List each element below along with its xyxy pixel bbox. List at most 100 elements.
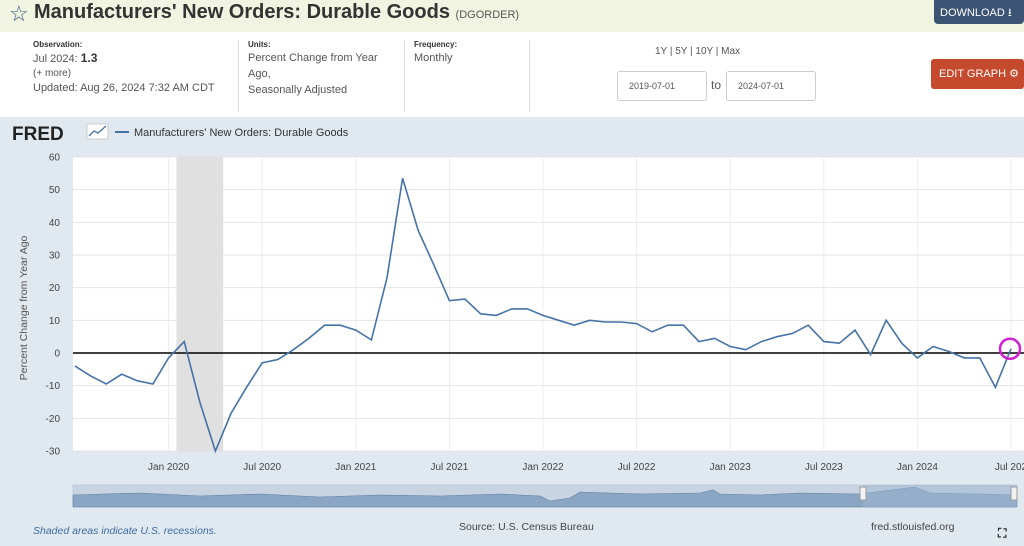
- highlight-circle: [998, 337, 1022, 361]
- data-point: [760, 340, 762, 342]
- frequency-label: Frequency:: [414, 40, 458, 49]
- data-point: [651, 331, 653, 333]
- more-link[interactable]: (+ more): [33, 68, 72, 79]
- data-point: [136, 380, 138, 382]
- title-bar: ☆ Manufacturers' New Orders: Durable Goo…: [0, 0, 1024, 32]
- observation-date: Jul 2024:: [33, 53, 78, 65]
- data-point: [370, 339, 372, 341]
- download-label: DOWNLOAD: [940, 7, 1005, 19]
- download-button[interactable]: DOWNLOAD ⭳: [934, 0, 1024, 24]
- data-point: [885, 319, 887, 321]
- frequency-value: Monthly: [414, 52, 453, 64]
- series-id: (DGORDER): [455, 9, 520, 21]
- data-point: [776, 336, 778, 338]
- data-point: [417, 229, 419, 231]
- range-navigator[interactable]: [72, 484, 1018, 508]
- download-icon: ⭳: [1007, 7, 1012, 19]
- data-point: [1010, 348, 1012, 350]
- data-point: [807, 324, 809, 326]
- fred-logo: FRED: [12, 124, 64, 145]
- data-point: [589, 319, 591, 321]
- to-label: to: [711, 78, 722, 92]
- navigator-handle-right[interactable]: [1010, 486, 1018, 501]
- updated-text: Updated: Aug 26, 2024 7:32 AM CDT: [33, 82, 215, 94]
- data-point: [74, 365, 76, 367]
- x-tick-label: Jan 2022: [522, 462, 564, 473]
- x-tick-label: Jan 2024: [897, 462, 939, 473]
- data-point: [448, 300, 450, 302]
- data-point: [854, 329, 856, 331]
- data-point: [339, 324, 341, 326]
- y-tick-labels: 60 50 40 30 20 10 0 -10 -20 -30: [46, 153, 61, 458]
- navigator-selection: [863, 485, 1017, 507]
- source-text: Source: U.S. Census Bureau: [459, 521, 594, 533]
- data-point: [979, 357, 981, 359]
- data-point: [214, 450, 216, 452]
- x-tick-label: Jan 2020: [148, 462, 190, 473]
- recession-note: Shaded areas indicate U.S. recessions.: [33, 525, 217, 537]
- data-point: [105, 383, 107, 385]
- data-point: [308, 337, 310, 339]
- divider: [238, 40, 239, 112]
- data-point: [433, 264, 435, 266]
- data-point: [464, 298, 466, 300]
- page-title: Manufacturers' New Orders: Durable Goods…: [34, 1, 519, 24]
- y-tick-label: -20: [46, 414, 61, 425]
- navigator-handle-left[interactable]: [859, 486, 867, 501]
- observation-label: Observation:: [33, 40, 83, 49]
- data-point: [916, 357, 918, 359]
- x-tick-label: Jan 2023: [710, 462, 752, 473]
- units-line1: Percent Change from Year: [248, 52, 378, 64]
- data-point: [994, 386, 996, 388]
- data-point: [947, 350, 949, 352]
- divider: [529, 40, 530, 112]
- data-point: [682, 324, 684, 326]
- units-block: Units: Percent Change from Year Ago, Sea…: [248, 40, 378, 98]
- y-tick-label: 30: [49, 251, 61, 262]
- data-point: [277, 358, 279, 360]
- frequency-block: Frequency: Monthly: [414, 40, 457, 66]
- units-line2: Ago,: [248, 68, 271, 80]
- gear-icon: ⚙: [1009, 68, 1019, 80]
- observation-line: Jul 2024: 1.3: [33, 50, 215, 67]
- plot-area: [73, 157, 1024, 451]
- data-point: [386, 277, 388, 279]
- data-point: [604, 321, 606, 323]
- x-tick-labels: Jan 2020 Jul 2020 Jan 2021 Jul 2021 Jan 2022…: [148, 462, 1024, 473]
- data-point: [838, 342, 840, 344]
- data-point: [355, 329, 357, 331]
- fullscreen-icon[interactable]: ⛶: [998, 526, 1007, 540]
- x-tick-label: Jul 2022: [618, 462, 656, 473]
- data-point: [479, 313, 481, 315]
- series-line: [74, 177, 1012, 454]
- site-link[interactable]: fred.stlouisfed.org: [871, 521, 955, 533]
- edit-graph-button[interactable]: EDIT GRAPH ⚙: [931, 59, 1024, 89]
- data-point: [401, 177, 403, 179]
- data-point: [183, 340, 185, 342]
- data-point: [121, 373, 123, 375]
- y-axis-label: Percent Change from Year Ago: [18, 235, 30, 380]
- recession-shade: [176, 157, 224, 451]
- range-links[interactable]: 1Y | 5Y | 10Y | Max: [655, 46, 741, 57]
- y-tick-label: 50: [49, 185, 61, 196]
- observation-block: Observation: Jul 2024: 1.3 (+ more) Upda…: [33, 40, 215, 96]
- x-tick-label: Jul 2023: [805, 462, 843, 473]
- star-icon[interactable]: ☆: [9, 1, 29, 26]
- data-point: [698, 340, 700, 342]
- observation-value: 1.3: [80, 51, 98, 65]
- data-point: [901, 342, 903, 344]
- data-point: [526, 308, 528, 310]
- fred-logo-icon: [86, 123, 109, 140]
- start-date-input[interactable]: 2019-07-01: [617, 71, 707, 101]
- data-point: [292, 349, 294, 351]
- data-point: [791, 332, 793, 334]
- data-point: [261, 362, 263, 364]
- y-tick-label: 20: [49, 283, 61, 294]
- data-point: [199, 401, 201, 403]
- data-point: [713, 337, 715, 339]
- data-point: [495, 314, 497, 316]
- data-point: [729, 345, 731, 347]
- end-date-input[interactable]: 2024-07-01: [726, 71, 816, 101]
- x-tick-label: Jul 2021: [430, 462, 468, 473]
- data-point: [869, 353, 871, 355]
